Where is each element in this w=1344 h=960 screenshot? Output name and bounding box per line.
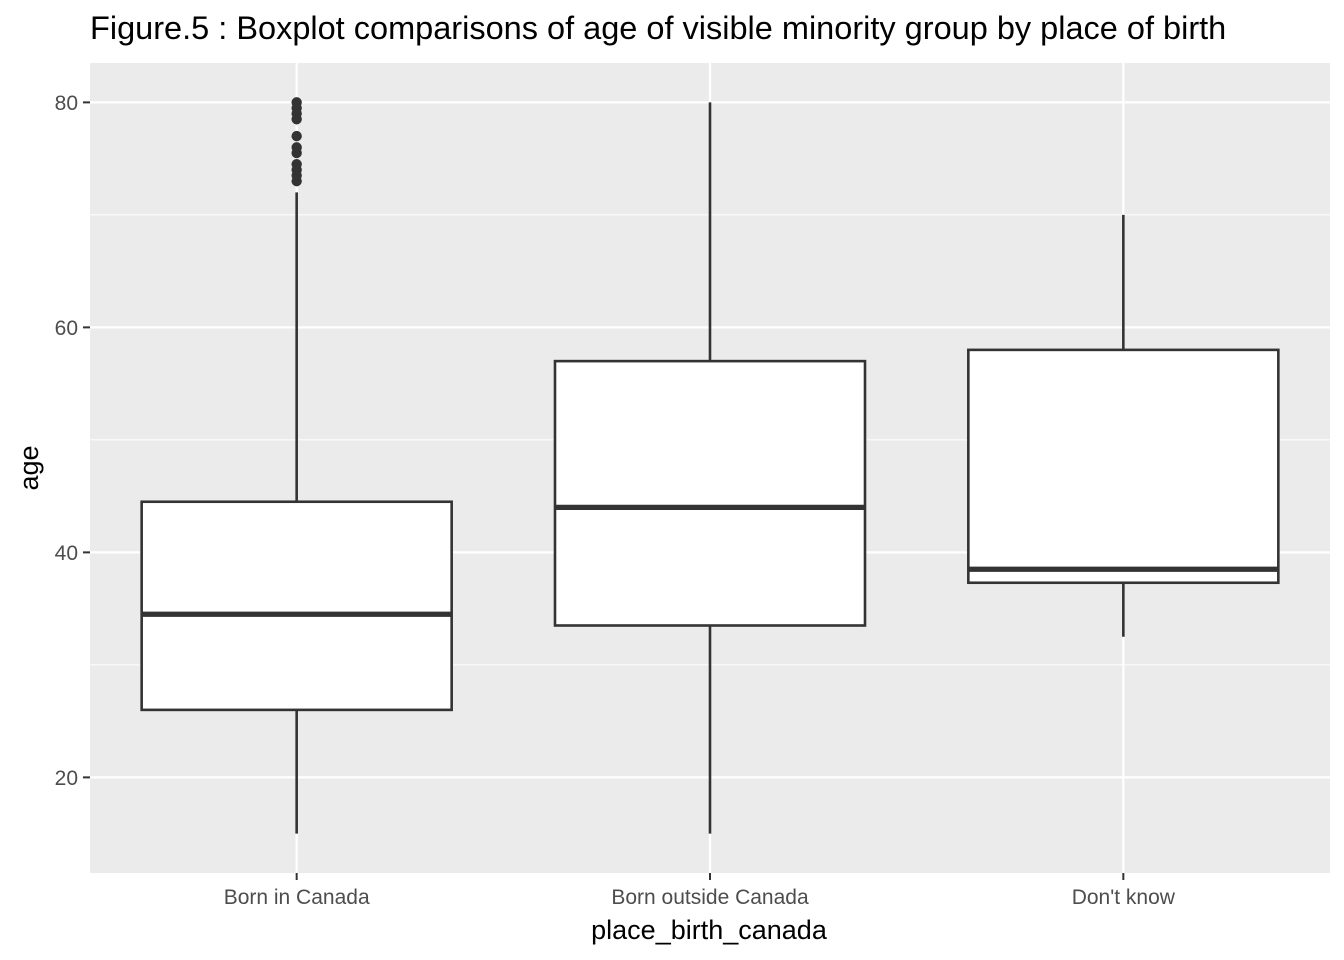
box-group (553, 102, 867, 834)
y-tick-label: 20 (55, 767, 78, 790)
chart-title: Figure.5 : Boxplot comparisons of age of… (90, 10, 1227, 46)
box (967, 348, 1280, 585)
box-group (967, 214, 1280, 637)
y-tick-label: 80 (55, 92, 78, 115)
y-tick-label: 60 (55, 317, 78, 340)
outlier-point (291, 97, 302, 108)
y-axis: 20 40 60 80 (55, 92, 90, 790)
box-group (140, 97, 453, 834)
outlier-point (291, 159, 302, 170)
x-axis-title: place_birth_canada (591, 915, 828, 945)
box (140, 500, 453, 712)
y-tick-label: 40 (55, 542, 78, 565)
x-tick-label: Don't know (1072, 886, 1176, 909)
x-axis: Born in Canada Born outside Canada Don't k… (224, 873, 1176, 909)
x-tick-label: Born outside Canada (611, 886, 809, 909)
x-tick-label: Born in Canada (224, 886, 370, 909)
outlier-point (291, 130, 302, 142)
outlier-point (291, 142, 302, 153)
box-series (140, 97, 1280, 834)
y-axis-title: age (14, 445, 44, 490)
box (553, 359, 867, 627)
